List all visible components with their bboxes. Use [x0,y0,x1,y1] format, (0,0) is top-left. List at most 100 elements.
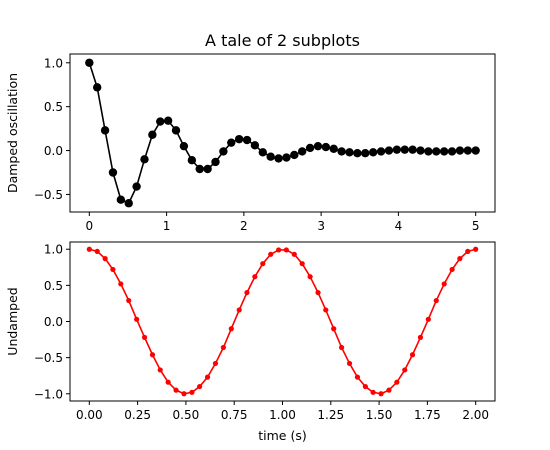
data-point [331,326,337,332]
x-tick-label: 4 [395,219,403,233]
data-point [86,246,92,252]
y-tick-label: 1.0 [44,56,63,70]
data-point [392,145,402,154]
data-point [323,307,329,313]
data-point [157,367,163,373]
data-point [465,248,471,254]
x-tick-label: 2.00 [462,408,489,422]
data-point [315,289,321,296]
y-tick-label: 1.0 [44,243,63,257]
data-point [195,164,204,174]
damped-oscillation-subplot: 0 1 2 3 4 5 −0.5 0.0 0.5 1.0 Damped oscillation [5,53,496,233]
x-tick-label: 0.75 [221,408,248,422]
data-point [408,145,417,154]
y-axis-label: Damped oscillation [5,73,20,193]
data-point [283,247,289,253]
x-tick-label: 5 [472,219,480,233]
data-point [100,126,110,135]
data-point [110,266,116,273]
data-point [203,164,212,174]
data-point [473,246,479,252]
data-point [126,297,132,304]
data-point [171,126,181,135]
data-point [228,326,234,332]
data-point [449,266,455,273]
data-point [85,58,94,67]
data-point [298,147,307,156]
data-point [282,153,291,162]
data-point [141,334,148,340]
undamped-subplot: 0.00 0.25 0.50 0.75 1.00 1.25 1.50 1.75 2.00 −1.0… [5,241,496,443]
x-axis-label: time (s) [258,428,306,443]
data-point [140,155,149,164]
data-point [290,150,299,160]
data-point [116,195,126,204]
data-point [134,316,140,322]
data-point [354,374,361,380]
data-point [219,147,228,156]
data-point [400,145,409,154]
y-tick-label: −0.5 [34,188,63,202]
data-point [299,261,305,267]
x-tick-label: 0 [85,219,93,233]
data-point [337,147,346,156]
data-point [250,141,260,150]
data-point [173,387,179,393]
data-point [204,374,211,380]
data-point [266,152,275,161]
data-point [227,138,236,147]
data-point [234,134,244,144]
x-tick-label: 1 [163,219,171,233]
data-point [118,281,124,287]
data-point [384,146,394,155]
x-tick-label: 1.75 [414,408,441,422]
data-point [244,289,250,296]
data-point [236,307,242,313]
data-point [132,182,141,191]
data-point [124,199,133,208]
data-point [386,387,392,393]
x-tick-label: 0.25 [124,408,151,422]
figure-title: A tale of 2 subplots [205,31,360,50]
x-tick-label: 3 [317,219,325,233]
data-point [276,247,282,253]
data-point [212,360,219,367]
y-tick-label: 0.0 [44,144,63,158]
data-point [455,146,465,155]
data-point [463,146,472,155]
data-point [394,379,400,385]
data-point [149,352,156,358]
data-point [93,83,102,92]
data-point [211,157,220,167]
data-point [339,344,345,351]
data-point [378,391,384,397]
data-point [242,135,252,145]
data-point [368,148,378,157]
data-point [376,147,386,156]
data-point [156,117,165,126]
y-axis-label: Undamped [5,287,20,355]
data-point [94,248,100,254]
x-tick-label: 0.50 [173,408,200,422]
data-point [305,143,315,153]
data-point [370,389,376,395]
data-point [291,251,297,257]
data-point [179,141,189,151]
x-tick-label: 2 [240,219,248,233]
data-point [433,297,439,304]
data-point [424,147,433,156]
data-point [163,116,173,125]
data-point [346,360,353,367]
data-point [181,391,187,397]
data-point [268,251,274,257]
y-tick-label: 0.0 [44,315,63,329]
x-tick-label: 1.50 [366,408,393,422]
data-point [165,379,171,385]
data-point [471,146,480,155]
data-point [361,148,370,158]
data-point [189,389,195,395]
y-tick-label: −1.0 [34,387,63,401]
data-point [432,147,441,156]
data-point [307,274,313,280]
y-tick-label: −0.5 [34,351,63,365]
